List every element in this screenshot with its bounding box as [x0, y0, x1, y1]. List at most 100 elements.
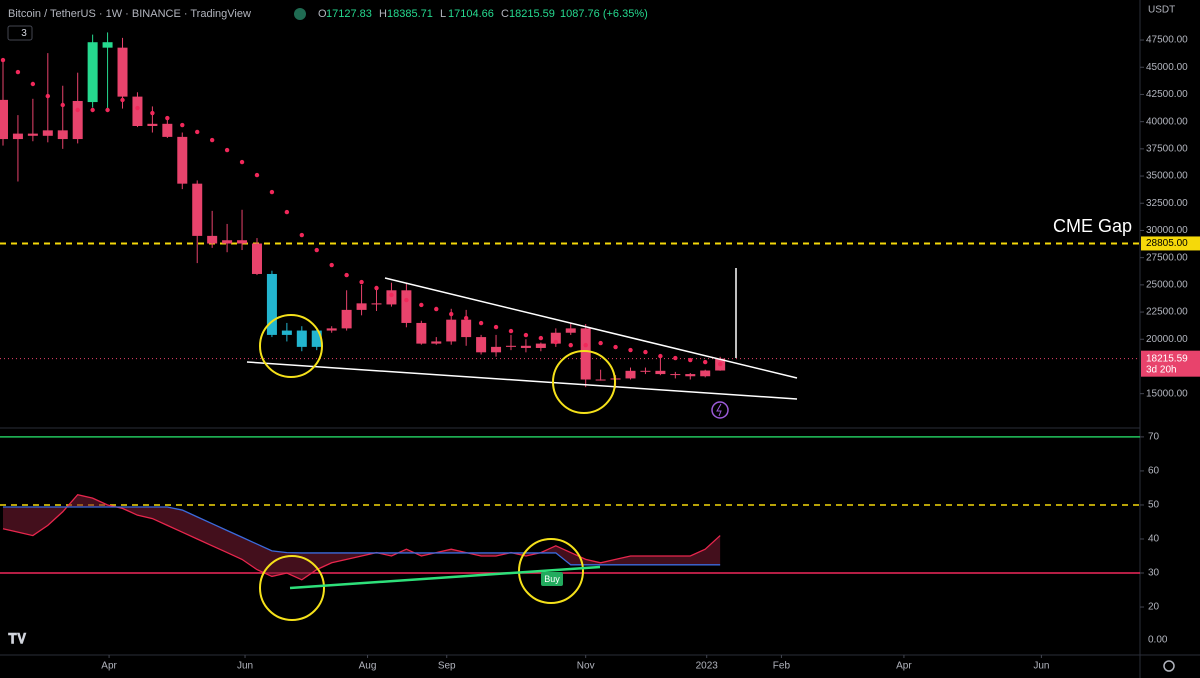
candle-body: [565, 328, 576, 333]
sar-dot: [434, 306, 439, 312]
candle-body: [520, 345, 531, 348]
osc-cloud: [2, 494, 721, 580]
settings-icon[interactable]: [1163, 660, 1175, 672]
legend-badge: 3: [21, 28, 27, 39]
candle-body: [102, 42, 113, 48]
highlight-circle: [518, 538, 584, 604]
signal-label: Buy: [544, 574, 560, 584]
wedge-upper: [384, 277, 798, 379]
candle-body: [207, 235, 218, 244]
ohlc-letter: L: [440, 8, 446, 20]
y-tick-label: 27500.00: [1146, 252, 1188, 263]
plot: 15000.00 20000.00 22500.00 25000.00 27500.00…: [0, 32, 1200, 672]
y-tick-label: 35000.00: [1146, 171, 1188, 182]
osc-y-tick-label: 50: [1148, 500, 1160, 511]
sar-dot: [673, 355, 678, 361]
sar-dot: [329, 262, 334, 268]
x-tick-label: Apr: [896, 661, 912, 672]
candle-body: [476, 337, 487, 353]
ohlc-letter: H: [379, 8, 387, 20]
candle-body: [356, 303, 367, 310]
sar-dot: [150, 110, 155, 116]
x-tick-label: Nov: [577, 661, 595, 672]
y-tick-label: 20000.00: [1146, 334, 1188, 345]
candle-body: [87, 42, 98, 103]
sar-dot: [120, 97, 125, 103]
candle-body: [505, 345, 516, 347]
highlight-circle: [259, 555, 325, 621]
sar-dot: [703, 359, 708, 365]
candle-body: [401, 290, 412, 323]
event-icon: [711, 401, 729, 419]
y-tick-label: 32500.00: [1146, 198, 1188, 209]
candle-body: [117, 47, 128, 97]
candle-body: [461, 319, 472, 338]
sar-dot: [628, 347, 633, 353]
ohlc-letter: O: [318, 8, 327, 20]
sar-dot: [688, 357, 693, 363]
sar-dot: [493, 324, 499, 330]
sar-dot: [239, 159, 245, 165]
current-price-label: 18215.59: [1146, 353, 1188, 364]
osc-line: [2, 506, 721, 566]
sar-dot: [269, 189, 275, 195]
candle-body: [266, 273, 277, 335]
visibility-icon[interactable]: [294, 8, 306, 20]
sar-dot: [449, 311, 454, 317]
candle-body: [12, 133, 23, 140]
candle-body: [132, 96, 143, 126]
sar-dot: [75, 107, 80, 113]
candle-body: [491, 346, 502, 353]
sar-dot: [598, 340, 603, 346]
event-icon-bolt: [716, 403, 722, 417]
osc-y-tick-label: 40: [1148, 534, 1160, 545]
sar-dot: [613, 344, 618, 350]
sar-dot: [717, 361, 723, 367]
sar-dot: [135, 105, 140, 111]
candle-body: [251, 243, 262, 274]
candle-body: [580, 328, 591, 380]
x-tick-label: Apr: [101, 661, 117, 672]
osc-y-tick-label: 20: [1148, 602, 1160, 613]
candle-body: [42, 130, 53, 136]
level-text: CME Gap: [1053, 216, 1132, 236]
candle-body: [0, 99, 8, 140]
x-tick-label: Feb: [773, 661, 791, 672]
sar-dot: [523, 332, 529, 338]
y-tick-label: 22500.00: [1146, 307, 1188, 318]
y-tick-label: 15000.00: [1146, 388, 1188, 399]
candle-body: [177, 136, 188, 184]
ohlc-letter: C: [501, 8, 509, 20]
sar-dot: [404, 297, 409, 303]
sar-dot: [209, 137, 215, 143]
sar-dot: [224, 147, 230, 153]
countdown-label: 3d 20h: [1146, 364, 1177, 375]
ohlc-value: 17104.66: [448, 8, 494, 20]
osc-y-tick-label: 60: [1148, 466, 1160, 477]
sar-dot: [374, 285, 379, 291]
candle-body: [685, 374, 696, 377]
y-tick-label: 37500.00: [1146, 143, 1188, 154]
candle-body: [640, 370, 651, 372]
candle-body: [446, 319, 457, 342]
candle-body: [700, 370, 711, 377]
logo: 𝐓𝐕: [8, 631, 27, 647]
legend-toggle[interactable]: [7, 25, 33, 41]
sar-dot: [643, 349, 648, 355]
divergence-line: [289, 565, 601, 590]
osc-line: [2, 494, 721, 581]
y-tick-label: 42500.00: [1146, 89, 1188, 100]
sar-dot: [180, 122, 185, 128]
candle-body: [281, 330, 292, 335]
sar-dot: [553, 339, 559, 345]
candle-body: [670, 374, 681, 376]
y-tick-label: 47500.00: [1146, 35, 1188, 46]
wedge-lower: [246, 361, 798, 400]
sar-dot: [419, 302, 424, 308]
sar-dot: [15, 69, 21, 75]
x-tick-label: 2023: [696, 661, 719, 672]
signal-badge: [541, 572, 563, 586]
sar-dot: [45, 93, 51, 99]
